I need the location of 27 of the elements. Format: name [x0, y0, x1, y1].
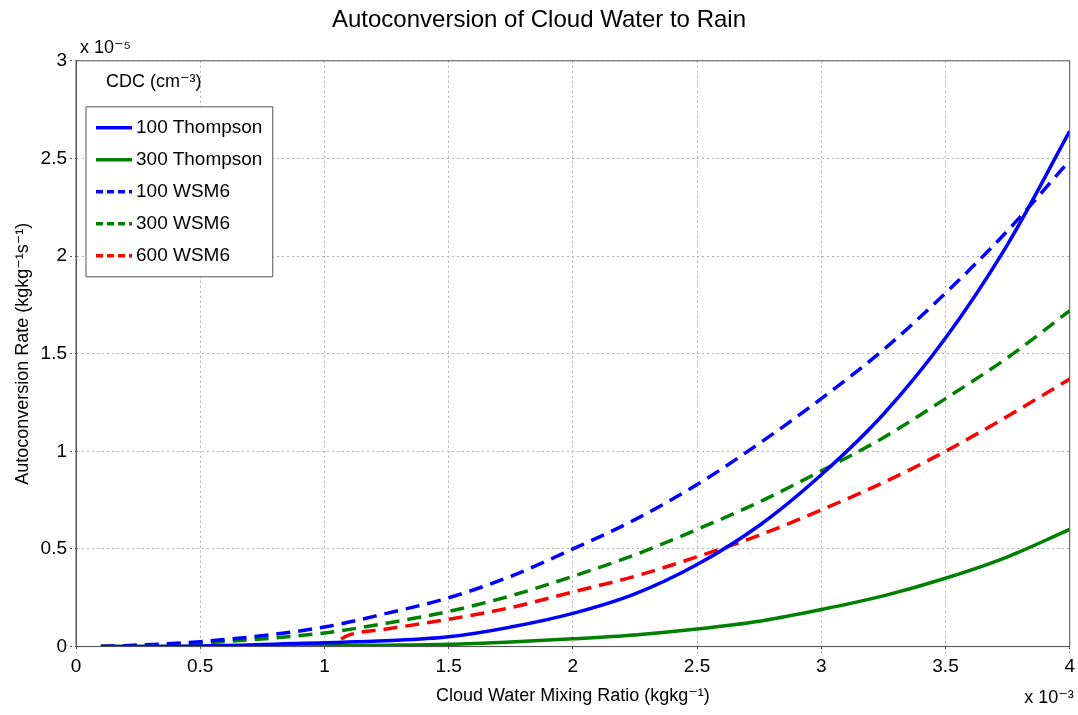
chart-title: Autoconversion of Cloud Water to Rain [332, 5, 746, 33]
x-tick-label: 3 [816, 655, 827, 677]
x-tick-label: 4 [1064, 655, 1076, 677]
x-tick-label: 2.5 [683, 655, 711, 677]
text: x 10⁻³ [1024, 686, 1074, 707]
legend-label: 300 WSM6 [136, 212, 230, 234]
y-axis-title: Autoconversion Rate (kgkg⁻¹s⁻¹) [11, 222, 32, 485]
x-axis-title: Cloud Water Mixing Ratio (kgkg⁻¹) [435, 685, 710, 706]
x-tick-label: 2 [567, 655, 579, 677]
y-tick-label: 2.5 [40, 146, 68, 168]
legend-label: 300 Thompson [136, 148, 263, 170]
x-tick-label: 0 [70, 655, 82, 677]
y-tick-label: 0 [56, 634, 68, 656]
legend-title: CDC (cm⁻³) [106, 70, 202, 91]
x-tick-label: 1.5 [435, 655, 462, 677]
x-tick-label: 1 [319, 655, 330, 677]
legend-label: 100 Thompson [136, 116, 263, 138]
y-tick-label: 0.5 [40, 537, 68, 559]
y-tick-label: 1.5 [40, 341, 68, 363]
y-tick-label: 3 [56, 49, 68, 71]
x-tick-label: 0.5 [187, 655, 214, 677]
y-tick-label: 1 [56, 439, 68, 461]
legend-label: 600 WSM6 [136, 244, 230, 266]
x-tick-label: 3.5 [932, 655, 959, 677]
text: x 10⁻⁵ [80, 36, 132, 57]
legend-label: 100 WSM6 [136, 180, 230, 202]
y-tick-label: 2 [56, 244, 68, 266]
